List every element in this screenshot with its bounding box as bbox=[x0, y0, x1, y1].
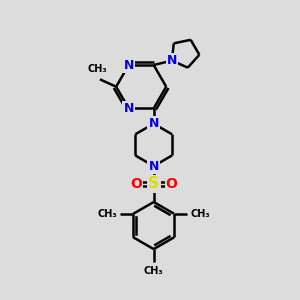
Text: S: S bbox=[148, 176, 159, 191]
Text: N: N bbox=[124, 58, 134, 71]
Text: CH₃: CH₃ bbox=[190, 209, 210, 219]
Text: O: O bbox=[130, 177, 142, 191]
Text: N: N bbox=[167, 54, 177, 67]
Text: CH₃: CH₃ bbox=[144, 266, 164, 276]
Text: CH₃: CH₃ bbox=[88, 64, 107, 74]
Text: N: N bbox=[148, 160, 159, 172]
Text: CH₃: CH₃ bbox=[98, 209, 117, 219]
Text: O: O bbox=[165, 177, 177, 191]
Text: N: N bbox=[148, 117, 159, 130]
Text: N: N bbox=[124, 102, 134, 115]
